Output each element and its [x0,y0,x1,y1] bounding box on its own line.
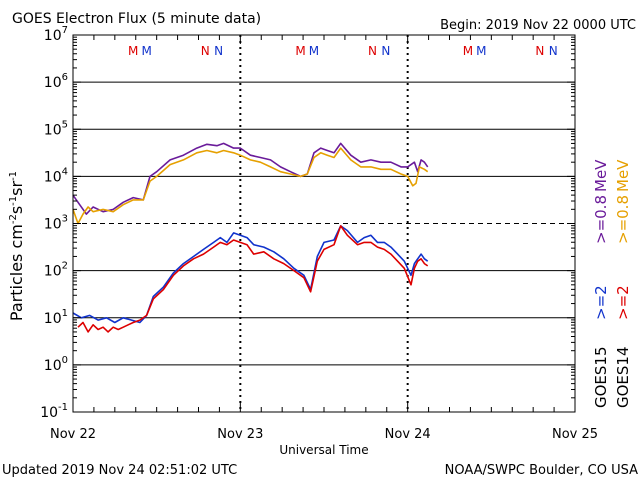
legend-goes14-2mev: >=2 [614,285,632,320]
legend-right: GOES15 GOES14 >=2 >=2 >=0.8 >=0.8 MeV Me… [592,159,632,408]
y-axis: 107 106 105 104 103 102 101 100 10-1 [40,25,575,421]
y-tick-label: 103 [44,214,68,233]
y-tick-label: 102 [44,261,68,280]
begin-label: Begin: 2019 Nov 22 0000 UTC [440,18,636,33]
y-tick-label: 107 [44,25,68,44]
y-tick-label: 104 [44,166,68,185]
data-series [72,142,429,333]
legend-goes15-08mev: >=0.8 [592,195,610,244]
y-tick-label: 106 [44,72,68,91]
legend-goes14: GOES14 [614,346,632,408]
series-line [72,147,429,225]
series-line [72,225,429,324]
legend-goes15: GOES15 [592,346,610,408]
y-tick-label: 105 [44,119,68,138]
source-credit: NOAA/SWPC Boulder, CO USA [445,463,638,478]
local-time-marker: N [381,44,390,58]
y-tick-label: 100 [44,355,68,374]
legend-goes15-2mev: >=2 [592,285,610,320]
local-time-marker: M [128,44,138,58]
updated-timestamp: Updated 2019 Nov 24 02:51:02 UTC [2,463,237,478]
legend-unit-goes14: MeV [614,159,632,192]
local-time-marker: N [201,44,210,58]
local-time-marker: M [295,44,305,58]
series-line [77,225,429,333]
x-tick-label: Nov 22 [50,427,96,442]
x-tick-label: Nov 25 [552,427,598,442]
x-axis: Nov 22 Nov 23 Nov 24 Nov 25 [50,35,598,442]
chart-title: GOES Electron Flux (5 minute data) [12,11,261,27]
local-time-marker: N [535,44,544,58]
y-axis-label: Particles cm-2s-1sr-1 [7,171,26,321]
y-tick-label: 10-1 [40,402,68,421]
gridlines [73,81,575,366]
local-time-marker: M [463,44,473,58]
x-tick-label: Nov 23 [217,427,263,442]
local-time-marker: N [214,44,223,58]
legend-unit-goes15: MeV [592,159,610,192]
local-time-marker: M [309,44,319,58]
x-tick-label: Nov 24 [385,427,431,442]
local-time-marker: M [141,44,151,58]
y-tick-label: 101 [44,308,68,327]
local-time-marker: N [368,44,377,58]
local-time-marker: M [476,44,486,58]
x-axis-label: Universal Time [279,443,368,457]
legend-goes14-08mev: >=0.8 [614,195,632,244]
local-time-marker: N [549,44,558,58]
series-line [72,142,429,215]
